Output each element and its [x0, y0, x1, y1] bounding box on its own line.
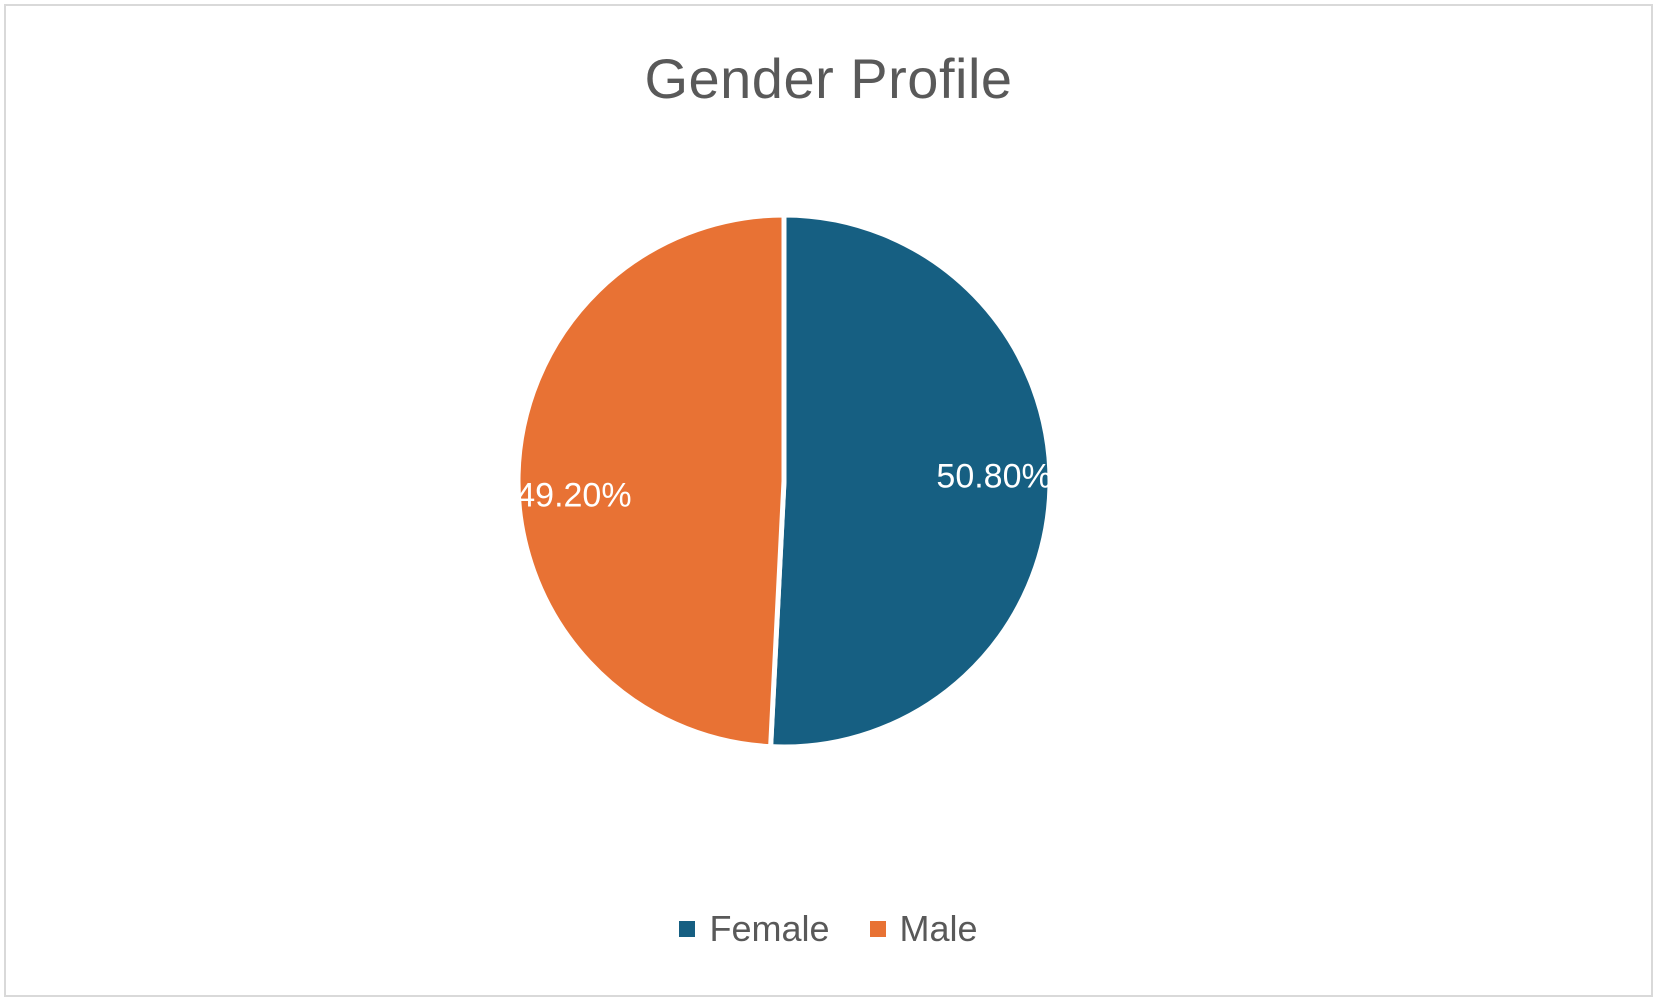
legend: Female Male: [6, 908, 1651, 950]
legend-label-female: Female: [709, 908, 830, 949]
pie-chart: 50.80% 49.20%: [515, 212, 1053, 750]
pie-slice-female: [768, 212, 1053, 750]
legend-label-male: Male: [899, 908, 978, 949]
legend-item-male: Male: [869, 908, 978, 950]
chart-area: Gender Profile 50.80% 49.20% Female Male: [4, 4, 1653, 997]
legend-item-female: Female: [679, 908, 830, 950]
legend-swatch-male: [869, 921, 886, 937]
data-label-female: 50.80%: [936, 457, 1051, 495]
data-label-male: 49.20%: [516, 477, 631, 515]
chart-title: Gender Profile: [644, 47, 1013, 110]
legend-swatch-female: [679, 921, 696, 937]
pie-slice-male: [515, 212, 787, 750]
